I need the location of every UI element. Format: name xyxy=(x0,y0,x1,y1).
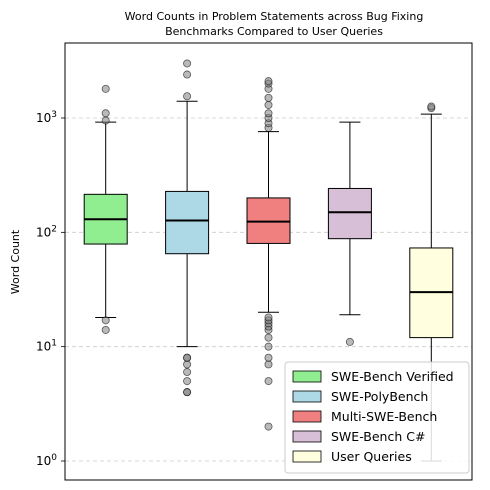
outlier-point xyxy=(264,422,273,431)
outlier-point xyxy=(264,333,273,342)
y-tick-exponent: 3 xyxy=(51,110,57,120)
outlier-point xyxy=(183,368,192,377)
outlier-point xyxy=(264,342,273,351)
y-tick-label-1: 101 xyxy=(36,339,57,354)
outlier-point xyxy=(101,316,110,325)
y-tick-exponent: 0 xyxy=(51,453,57,463)
outlier-point xyxy=(264,377,273,386)
y-tick-base: 10 xyxy=(36,454,51,468)
y-tick-exponent: 2 xyxy=(51,224,57,234)
legend-label: User Queries xyxy=(331,449,412,464)
outlier-point xyxy=(101,116,110,125)
boxes-layer xyxy=(83,59,454,462)
outlier-point xyxy=(345,337,354,346)
outlier-point xyxy=(183,388,192,397)
outlier-point xyxy=(264,93,273,102)
legend-swatch xyxy=(292,410,322,423)
y-tick-label-0: 100 xyxy=(36,453,57,468)
legend-swatch xyxy=(292,430,322,443)
legend-swatch xyxy=(292,390,322,403)
y-tick-base: 10 xyxy=(36,225,51,239)
box-group-4 xyxy=(327,121,372,346)
chart-title-line-2: Benchmarks Compared to User Queries xyxy=(165,25,383,38)
outlier-point xyxy=(427,102,436,111)
box-group-1 xyxy=(83,84,128,334)
outlier-point xyxy=(264,360,273,369)
plot-area-frame xyxy=(64,42,473,481)
box-group-3 xyxy=(246,77,291,431)
y-tick-label-3: 103 xyxy=(36,110,57,125)
outlier-point xyxy=(183,92,192,101)
y-axis-label: Word Count xyxy=(9,229,22,294)
legend: SWE-Bench Verified SWE-PolyBench Multi-SWE… xyxy=(284,361,470,474)
outlier-point xyxy=(101,325,110,334)
outlier-point xyxy=(264,353,273,362)
y-tick-label-2: 102 xyxy=(36,224,57,239)
box-group-2 xyxy=(165,59,210,397)
legend-frame xyxy=(284,361,470,474)
outlier-point xyxy=(183,377,192,386)
outlier-point xyxy=(264,100,273,109)
outlier-point xyxy=(183,353,192,362)
legend-label: SWE-Bench Verified xyxy=(331,369,454,384)
y-tick-base: 10 xyxy=(36,111,51,125)
outlier-point xyxy=(264,313,273,322)
box-group-5 xyxy=(409,102,454,462)
y-tick-base: 10 xyxy=(36,340,51,354)
legend-swatch xyxy=(292,450,322,463)
outlier-point xyxy=(183,70,192,79)
iqr-box xyxy=(327,187,372,240)
iqr-box xyxy=(165,190,210,255)
outlier-point xyxy=(183,59,192,68)
outlier-point xyxy=(183,360,192,369)
outlier-point xyxy=(101,109,110,118)
outlier-point xyxy=(264,109,273,118)
outlier-point xyxy=(264,77,273,86)
chart-title-line-1: Word Counts in Problem Statements across… xyxy=(125,10,424,23)
y-tick-exponent: 1 xyxy=(51,339,57,349)
outlier-point xyxy=(101,84,110,93)
legend-swatch xyxy=(292,370,322,383)
legend-label: SWE-PolyBench xyxy=(331,389,428,404)
legend-label: SWE-Bench C# xyxy=(331,429,425,444)
legend-label: Multi-SWE-Bench xyxy=(331,409,437,424)
